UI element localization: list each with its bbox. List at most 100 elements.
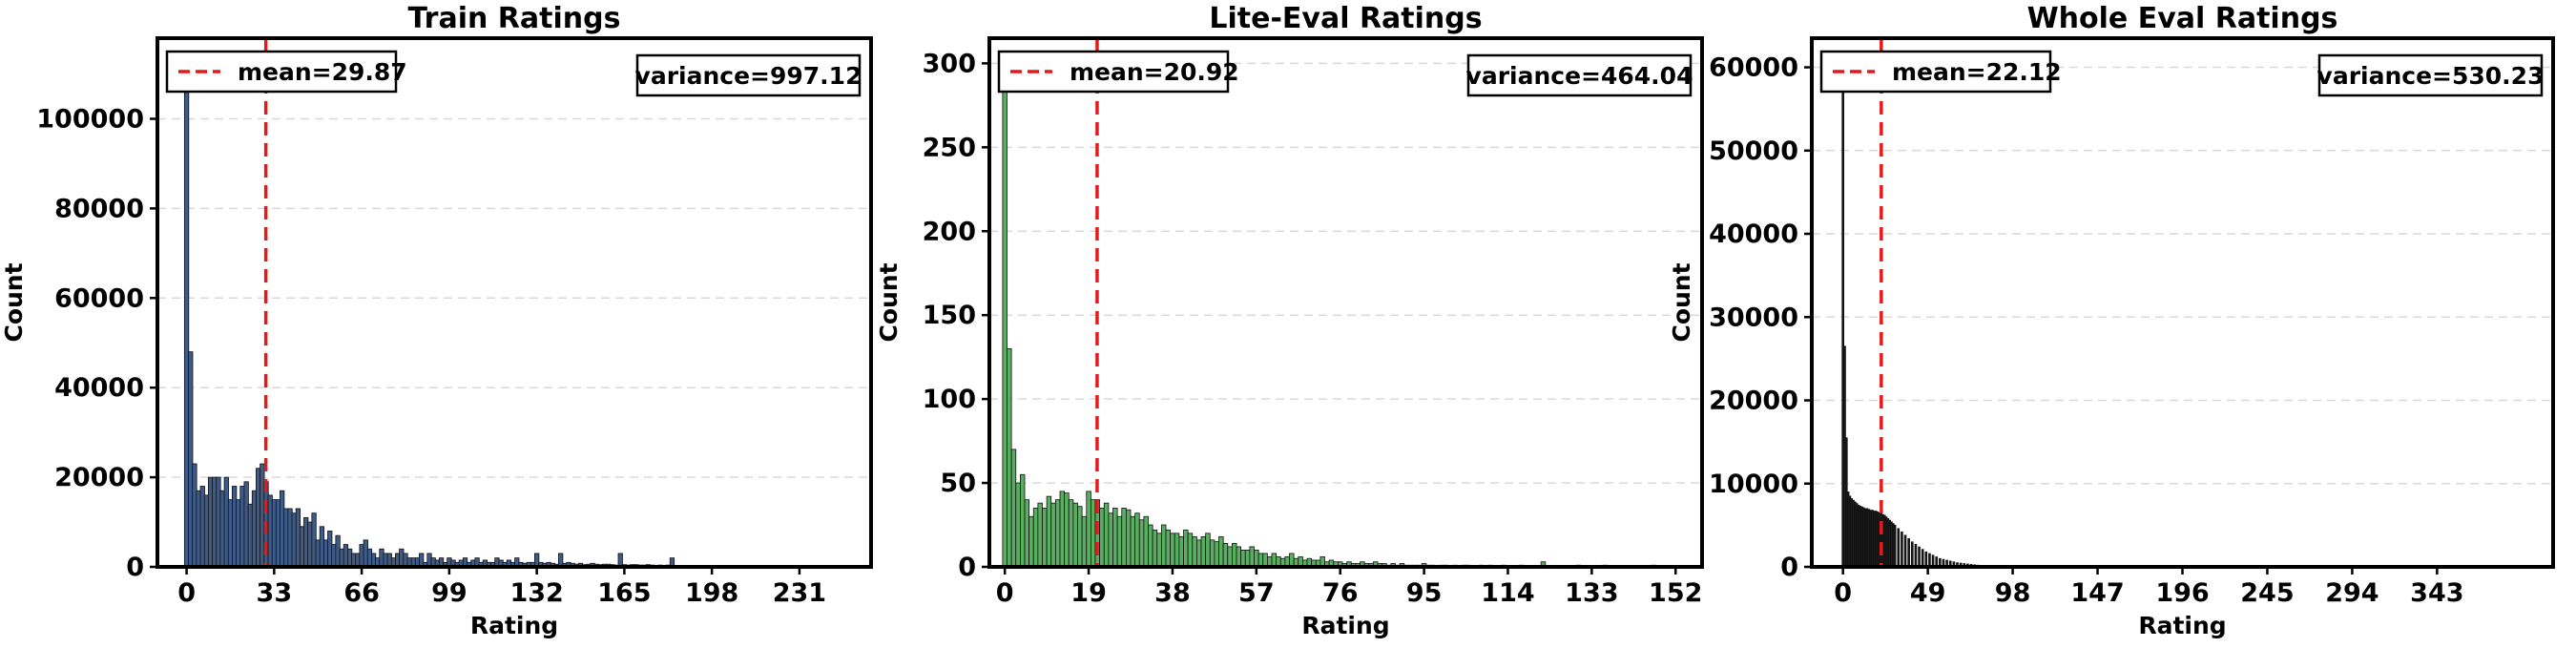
histogram-bar [1258,554,1263,567]
histogram-bar [1179,536,1184,567]
histogram-bar [1078,507,1083,567]
variance-label: variance=997.12 [635,62,862,90]
histogram-bar [1038,503,1043,567]
chart-title: Train Ratings [408,2,621,35]
y-tick-label: 150 [923,301,976,330]
histogram-bar [1025,500,1029,567]
y-tick-label: 20000 [1709,387,1798,416]
histogram-bar [1016,483,1021,567]
histogram-bar [1157,533,1162,567]
histogram-bar [1911,542,1913,567]
histogram-bar [1272,554,1277,567]
x-tick-label: 33 [257,578,293,608]
histogram-bar [1290,554,1295,567]
y-tick-label: 0 [126,553,144,582]
x-tick-label: 198 [685,578,738,608]
histogram-bar [1925,552,1927,567]
histogram-bar [1153,530,1157,567]
histogram-bar [1104,503,1109,567]
histogram-bar [1043,508,1048,567]
histogram-bar [1196,540,1201,567]
histogram-bar [1047,496,1051,567]
histogram-bar [1113,508,1118,567]
histogram-bar [1051,503,1056,567]
chart-title: Whole Eval Ratings [2027,2,2338,35]
histogram-bar [1065,493,1070,567]
histogram-bar [1904,535,1906,567]
x-tick-label: 95 [1406,578,1443,608]
x-tick-label: 165 [597,578,651,608]
y-tick-label: 40000 [54,373,144,403]
x-tick-label: 231 [773,578,826,608]
x-tick-label: 343 [2410,578,2463,608]
histogram-bar [1144,516,1149,567]
histogram-bar [1898,529,1900,567]
y-tick-label: 10000 [1709,470,1798,499]
histogram-bar [1033,508,1038,567]
histogram-bar [1210,540,1215,567]
histogram-bar [1003,63,1008,567]
histogram-bar [1236,547,1241,567]
legend: mean=22.12 [1821,52,2062,92]
x-tick-label: 114 [1481,578,1534,608]
y-tick-label: 50000 [1709,136,1798,166]
x-tick-label: 57 [1238,578,1275,608]
x-tick-label: 0 [996,578,1014,608]
x-tick-label: 294 [2325,578,2379,608]
histogram-bar [1263,554,1268,567]
histogram-bar [1166,530,1171,567]
histogram-bar [1255,550,1259,567]
x-axis-label: Rating [470,612,558,639]
histogram-bar [1193,536,1197,567]
y-axis-label: Count [875,262,903,342]
histogram-bar [1908,538,1910,567]
histogram-bar [1109,513,1113,567]
y-tick-label: 20000 [54,463,144,492]
histogram-bar [1082,516,1087,567]
histogram-bar [1029,516,1034,567]
variance-label: variance=530.23 [2317,62,2545,90]
x-tick-label: 19 [1070,578,1107,608]
legend: mean=20.92 [999,52,1239,92]
variance-label: variance=464.04 [1466,62,1693,90]
histogram-bar [1245,550,1250,567]
histogram-bar [1011,449,1016,567]
legend-mean-label: mean=29.87 [238,58,407,86]
histogram-bar [1894,525,1896,567]
histogram-bar [1901,532,1902,567]
x-tick-label: 49 [1910,578,1946,608]
plot-frame [1812,38,2553,567]
y-tick-label: 80000 [54,194,144,223]
x-tick-label: 0 [177,578,196,608]
x-axis-label: Rating [2138,612,2226,639]
histogram-bar [1201,536,1206,567]
y-tick-label: 300 [923,49,976,78]
y-tick-label: 100000 [36,105,144,135]
histogram-bar [1171,533,1175,567]
y-axis-label: Count [0,262,28,342]
x-tick-label: 147 [2070,578,2124,608]
histogram-bar [1100,508,1105,567]
histogram-bar [1232,543,1236,567]
y-tick-label: 100 [923,385,976,414]
histogram-bar [1091,500,1095,567]
histogram-bar [1060,491,1065,567]
y-tick-label: 0 [958,553,976,582]
histogram-bar [1206,533,1211,567]
chart-title: Lite-Eval Ratings [1209,2,1482,35]
x-tick-label: 99 [431,578,467,608]
x-tick-label: 38 [1154,578,1191,608]
histogram-bar [1126,510,1131,567]
histogram-bar [1188,533,1193,567]
y-tick-label: 60000 [1709,53,1798,83]
histogram-bar [1922,550,1923,567]
y-tick-label: 60000 [54,283,144,313]
histogram-bar [1161,525,1166,567]
histogram-bar [1184,530,1189,567]
histogram-bar [1223,543,1228,567]
